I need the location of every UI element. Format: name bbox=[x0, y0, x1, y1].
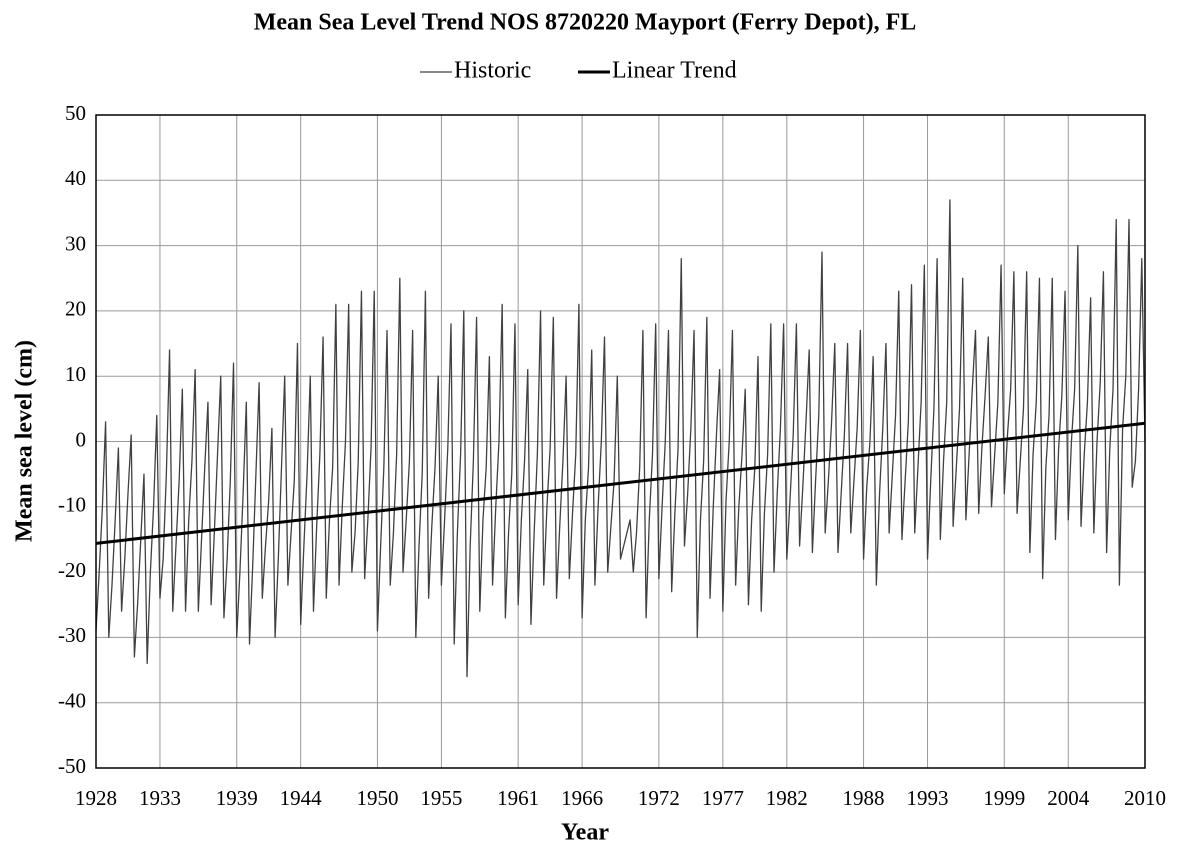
x-tick-label: 1977 bbox=[702, 786, 744, 810]
x-tick-label: 1966 bbox=[561, 786, 603, 810]
x-axis-label: Year bbox=[561, 820, 609, 846]
chart-title: Mean Sea Level Trend NOS 8720220 Mayport… bbox=[254, 10, 917, 36]
x-tick-label: 1988 bbox=[843, 786, 885, 810]
x-tick-label: 2004 bbox=[1047, 786, 1090, 810]
x-tick-label: 1999 bbox=[983, 786, 1025, 810]
x-tick-label: 1944 bbox=[280, 786, 323, 810]
x-tick-label: 1993 bbox=[907, 786, 949, 810]
x-tick-label: 1950 bbox=[356, 786, 398, 810]
y-tick-label: 10 bbox=[65, 362, 86, 386]
y-tick-label: 0 bbox=[76, 427, 87, 451]
plot-border bbox=[95, 114, 1146, 769]
x-tick-label: 1961 bbox=[497, 786, 539, 810]
x-tick-label: 1982 bbox=[766, 786, 808, 810]
series-line bbox=[95, 199, 1146, 678]
x-tick-label: 1933 bbox=[139, 786, 181, 810]
x-tick-label: 1939 bbox=[216, 786, 258, 810]
x-tick-label: 2010 bbox=[1124, 786, 1166, 810]
legend: Historic Linear Trend bbox=[420, 58, 737, 84]
legend-label: Linear Trend bbox=[612, 58, 737, 84]
y-tick-label: 50 bbox=[65, 101, 86, 125]
y-tick-label: -20 bbox=[58, 558, 86, 582]
legend-label: Historic bbox=[454, 58, 531, 84]
y-tick-label: 20 bbox=[65, 297, 86, 321]
y-tick-label: 30 bbox=[65, 231, 86, 255]
y-tick-label: -50 bbox=[58, 754, 86, 778]
y-tick-label: -40 bbox=[58, 689, 86, 713]
x-tick-label: 1972 bbox=[638, 786, 680, 810]
y-tick-label: -10 bbox=[58, 493, 86, 517]
y-axis-label: Mean sea level (cm) bbox=[12, 340, 38, 542]
x-tick-label: 1955 bbox=[420, 786, 462, 810]
y-tick-label: 40 bbox=[65, 166, 86, 190]
y-tick-label: -30 bbox=[58, 623, 86, 647]
x-tick-label: 1928 bbox=[75, 786, 117, 810]
series-line bbox=[95, 421, 1146, 545]
